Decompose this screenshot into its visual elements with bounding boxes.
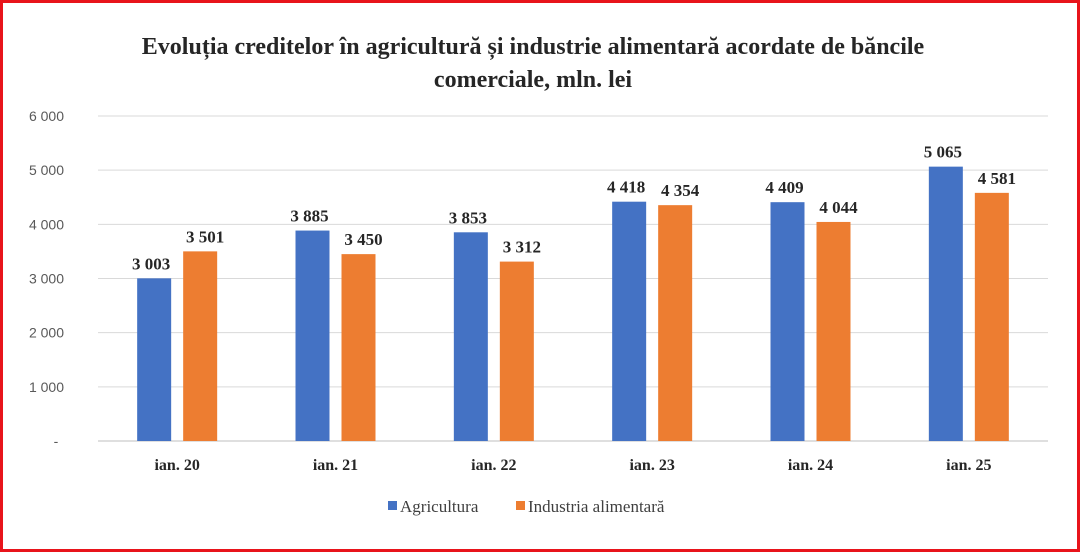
bar-industria-alimentara [499, 261, 534, 441]
legend-swatch [516, 501, 525, 510]
bar-industria-alimentara [658, 205, 693, 441]
data-label: 5 065 [924, 143, 962, 162]
y-axis: - 1 000 2 000 3 000 4 000 5 000 6 000 [29, 108, 64, 449]
x-tick-label: ian. 22 [471, 457, 516, 474]
legend-label: Industria alimentară [528, 497, 665, 516]
y-tick-label: 2 000 [29, 325, 64, 341]
x-tick-label: ian. 24 [788, 457, 833, 474]
x-axis: ian. 20 ian. 21 ian. 22 ian. 23 ian. 24 ian. … [154, 457, 991, 474]
y-tick-label: 4 000 [29, 216, 64, 232]
bar-industria-alimentara [341, 254, 376, 441]
legend-label: Agricultura [400, 497, 479, 516]
y-tick-label: 3 000 [29, 271, 64, 287]
x-tick-label: ian. 25 [946, 457, 991, 474]
x-tick-label: ian. 23 [629, 457, 674, 474]
bar-agricultura [295, 230, 330, 441]
x-tick-label: ian. 21 [313, 457, 358, 474]
data-label: 3 450 [344, 230, 382, 249]
data-label: 3 885 [290, 207, 328, 226]
data-label: 3 312 [503, 238, 541, 257]
legend: Agricultura Industria alimentară [388, 497, 665, 516]
gridlines [98, 115, 1048, 442]
bar-agricultura [612, 201, 647, 441]
y-tick-label: - [54, 433, 59, 449]
data-label: 4 354 [661, 181, 700, 200]
chart-title: Evoluția creditelor în agricultură și in… [141, 34, 925, 93]
bar-agricultura [770, 202, 805, 441]
bar-industria-alimentara [183, 251, 218, 441]
x-tick-label: ian. 20 [154, 457, 199, 474]
data-label: 3 501 [186, 227, 224, 246]
bar-industria-alimentara [816, 221, 851, 441]
data-label: 4 044 [819, 198, 858, 217]
y-tick-label: 6 000 [29, 108, 64, 124]
bar-agricultura [453, 232, 488, 441]
bar-agricultura [137, 278, 172, 441]
bars [137, 166, 1009, 442]
data-label: 3 853 [449, 208, 487, 227]
data-label: 4 409 [765, 178, 803, 197]
legend-swatch [388, 501, 397, 510]
bar-industria-alimentara [974, 192, 1009, 441]
data-labels: 3 003 3 501 3 885 3 450 3 853 3 312 4 418 4 354… [132, 143, 1016, 274]
y-tick-label: 5 000 [29, 162, 64, 178]
bar-agricultura [928, 166, 963, 442]
data-label: 4 418 [607, 178, 645, 197]
data-label: 3 003 [132, 254, 170, 273]
y-tick-label: 1 000 [29, 379, 64, 395]
data-label: 4 581 [978, 169, 1016, 188]
